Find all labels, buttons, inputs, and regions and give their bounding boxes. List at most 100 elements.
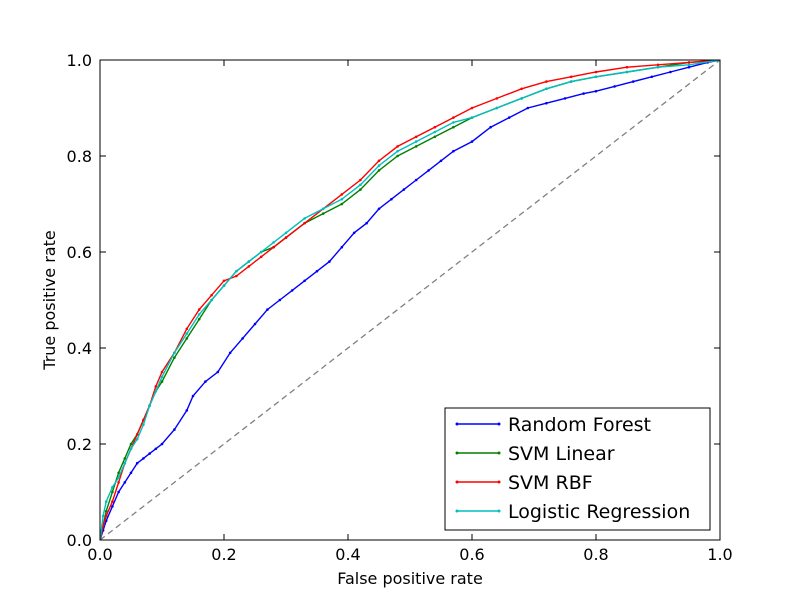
series-point-3-6 [129,447,133,451]
series-point-0-11 [160,442,164,446]
series-point-0-16 [216,370,220,374]
series-point-3-14 [197,313,201,316]
series-point-3-2 [104,500,108,503]
series-point-0-20 [266,308,269,311]
series-point-2-39 [687,61,691,64]
series-point-2-29 [433,125,437,129]
series-point-0-33 [427,169,430,172]
series-point-2-15 [210,293,213,297]
series-point-3-11 [160,375,164,379]
series-point-2-34 [545,80,548,83]
series-point-1-11 [160,380,164,383]
series-point-1-28 [414,145,418,148]
series-point-0-5 [123,481,127,484]
series-point-3-21 [284,231,288,235]
series-point-0-4 [117,490,120,494]
series-point-0-10 [154,447,158,451]
x-tick-label-5: 1.0 [707,545,732,564]
series-point-2-38 [656,63,660,67]
series-point-3-19 [259,250,263,254]
legend-box [444,407,711,531]
series-point-2-30 [452,116,455,119]
series-point-0-18 [241,337,244,340]
plot-area [99,59,721,541]
x-tick-label-2: 0.4 [335,545,360,564]
series-point-2-19 [259,255,263,259]
series-point-2-28 [414,135,418,139]
series-point-3-9 [148,404,151,407]
series-point-0-12 [173,428,176,431]
series-point-2-36 [594,70,598,74]
series-point-3-26 [377,164,381,167]
series-point-3-18 [247,260,251,263]
series-point-3-31 [470,116,474,119]
series-point-1-6 [129,442,133,446]
series-point-3-30 [452,121,455,124]
series-point-2-20 [272,245,275,249]
series-point-3-16 [222,284,226,287]
legend-label-1: SVM Linear [508,443,615,465]
series-point-0-36 [470,140,474,143]
series-point-1-27 [396,154,399,158]
legend-marker-end-3 [497,509,501,513]
y-tick-label-4: 0.8 [67,147,92,166]
series-point-2-24 [340,193,344,196]
y-tick-label-1: 0.2 [67,435,92,454]
series-point-1-5 [123,457,127,460]
series-point-1-4 [117,471,120,475]
series-point-0-46 [650,75,654,79]
series-point-0-42 [582,92,585,95]
series-point-3-23 [321,207,325,211]
series-point-3-34 [545,87,548,91]
series-point-0-43 [594,89,598,93]
series-point-1-23 [321,212,325,215]
ticks: 0.0 0.2 0.4 0.6 0.8 1.0 0.0 0.2 0.4 0.6 0.8 1.0 [67,51,733,564]
series-point-2-16 [222,279,226,283]
legend-marker-start-1 [455,451,459,455]
series-point-2-18 [247,265,251,268]
series-point-0-32 [414,178,418,182]
series-point-0-15 [204,380,207,383]
series-point-2-4 [117,481,120,484]
series-point-0-22 [290,289,294,292]
series-point-0-17 [228,351,232,355]
series-point-3-5 [123,461,127,465]
x-tick-label-0: 0.0 [87,545,112,564]
series-3 [100,60,720,540]
series-point-1-26 [377,169,381,172]
series-point-2-35 [569,75,573,79]
legend-marker-end-2 [497,480,501,484]
series-point-3-8 [142,423,145,427]
series-point-3-24 [340,197,344,201]
reference-diagonal-line [99,59,721,541]
series-point-3-39 [687,63,691,67]
series-point-0-19 [253,322,257,326]
series-point-3-36 [594,75,598,79]
series-point-1-2 [104,509,108,513]
series-point-0-7 [135,461,139,465]
series-point-0-23 [303,279,306,283]
series-point-3-29 [433,130,437,134]
series-point-2-26 [377,159,381,163]
series-point-0-21 [278,298,282,302]
series-point-3-35 [569,80,573,83]
legend-label-3: Logistic Regression [508,501,690,523]
y-tick-label-5: 1.0 [67,51,92,70]
series-point-2-32 [495,97,499,100]
series-point-2-10 [154,385,158,388]
series-point-0-9 [148,452,151,455]
series-point-0-13 [185,409,189,412]
series-point-1-3 [111,490,114,494]
series-point-0-28 [365,221,368,225]
series-point-0-29 [377,207,381,211]
series-point-0-27 [352,231,356,235]
series-point-0-25 [328,260,331,263]
series-point-0-40 [545,101,548,105]
series-point-2-3 [111,500,114,503]
series-point-0-47 [669,70,672,74]
series-point-3-10 [154,389,158,393]
series-point-3-33 [520,97,523,100]
series-point-1-25 [359,188,362,191]
legend-marker-end-1 [497,451,501,455]
series-point-3-32 [495,106,499,110]
